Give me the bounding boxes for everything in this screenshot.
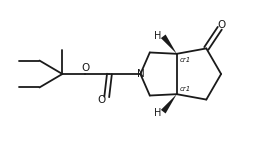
Text: N: N — [137, 69, 144, 79]
Text: H: H — [154, 108, 161, 118]
Text: O: O — [81, 63, 89, 73]
Text: H: H — [154, 31, 161, 41]
Polygon shape — [161, 94, 177, 114]
Text: cr1: cr1 — [180, 57, 191, 63]
Text: cr1: cr1 — [180, 86, 191, 92]
Text: O: O — [98, 95, 106, 105]
Polygon shape — [161, 34, 177, 54]
Text: O: O — [217, 20, 225, 30]
